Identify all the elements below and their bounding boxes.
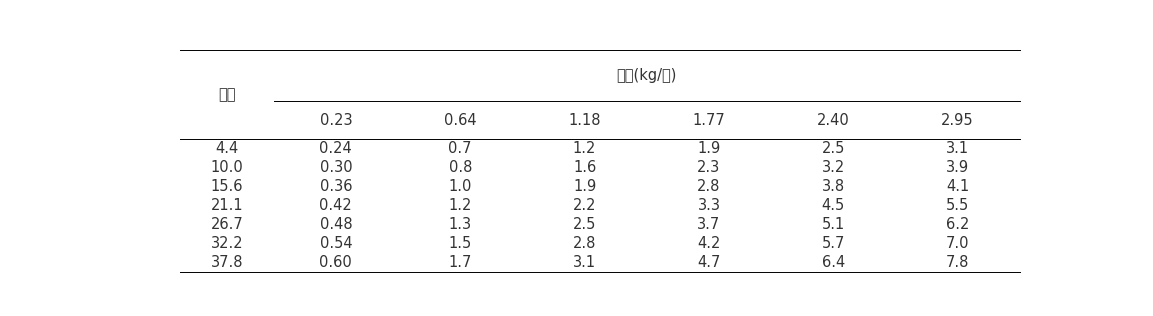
Text: 3.1: 3.1 — [947, 141, 970, 156]
Text: 3.2: 3.2 — [822, 160, 845, 175]
Text: 3.1: 3.1 — [573, 254, 596, 270]
Text: 4.2: 4.2 — [698, 236, 721, 251]
Text: 0.36: 0.36 — [319, 179, 352, 194]
Text: 2.95: 2.95 — [941, 112, 974, 128]
Text: 3.9: 3.9 — [947, 160, 970, 175]
Text: 6.2: 6.2 — [945, 217, 970, 232]
Text: 1.9: 1.9 — [573, 179, 596, 194]
Text: 1.0: 1.0 — [449, 179, 472, 194]
Text: 26.7: 26.7 — [210, 217, 243, 232]
Text: 6.4: 6.4 — [822, 254, 845, 270]
Text: 1.7: 1.7 — [449, 254, 472, 270]
Text: 1.18: 1.18 — [568, 112, 601, 128]
Text: 5.1: 5.1 — [822, 217, 845, 232]
Text: 21.1: 21.1 — [211, 198, 243, 213]
Text: 15.6: 15.6 — [211, 179, 243, 194]
Text: 0.7: 0.7 — [449, 141, 472, 156]
Text: 1.2: 1.2 — [573, 141, 596, 156]
Text: 2.8: 2.8 — [573, 236, 596, 251]
Text: 4.4: 4.4 — [216, 141, 239, 156]
Text: 10.0: 10.0 — [210, 160, 243, 175]
Text: 0.54: 0.54 — [319, 236, 352, 251]
Text: 7.8: 7.8 — [945, 254, 970, 270]
Text: 7.0: 7.0 — [945, 236, 970, 251]
Text: 0.42: 0.42 — [319, 198, 353, 213]
Text: 0.48: 0.48 — [319, 217, 352, 232]
Text: 2.2: 2.2 — [573, 198, 596, 213]
Text: 2.3: 2.3 — [698, 160, 721, 175]
Text: 0.64: 0.64 — [444, 112, 476, 128]
Text: 2.40: 2.40 — [817, 112, 850, 128]
Text: 2.8: 2.8 — [698, 179, 721, 194]
Text: 4.5: 4.5 — [822, 198, 845, 213]
Text: 3.8: 3.8 — [822, 179, 845, 194]
Text: 3.7: 3.7 — [698, 217, 721, 232]
Text: 0.60: 0.60 — [319, 254, 353, 270]
Text: 체중(kg/수): 체중(kg/수) — [617, 68, 677, 83]
Text: 0.8: 0.8 — [449, 160, 472, 175]
Text: 4.1: 4.1 — [945, 179, 970, 194]
Text: 5.5: 5.5 — [945, 198, 970, 213]
Text: 2.5: 2.5 — [822, 141, 845, 156]
Text: 온도: 온도 — [218, 87, 235, 102]
Text: 1.5: 1.5 — [449, 236, 472, 251]
Text: 0.24: 0.24 — [319, 141, 353, 156]
Text: 0.30: 0.30 — [319, 160, 352, 175]
Text: 1.9: 1.9 — [698, 141, 721, 156]
Text: 4.7: 4.7 — [698, 254, 721, 270]
Text: 1.77: 1.77 — [693, 112, 725, 128]
Text: 1.3: 1.3 — [449, 217, 472, 232]
Text: 2.5: 2.5 — [573, 217, 596, 232]
Text: 32.2: 32.2 — [211, 236, 243, 251]
Text: 37.8: 37.8 — [211, 254, 243, 270]
Text: 1.2: 1.2 — [449, 198, 472, 213]
Text: 1.6: 1.6 — [573, 160, 596, 175]
Text: 0.23: 0.23 — [319, 112, 352, 128]
Text: 5.7: 5.7 — [822, 236, 845, 251]
Text: 3.3: 3.3 — [698, 198, 721, 213]
